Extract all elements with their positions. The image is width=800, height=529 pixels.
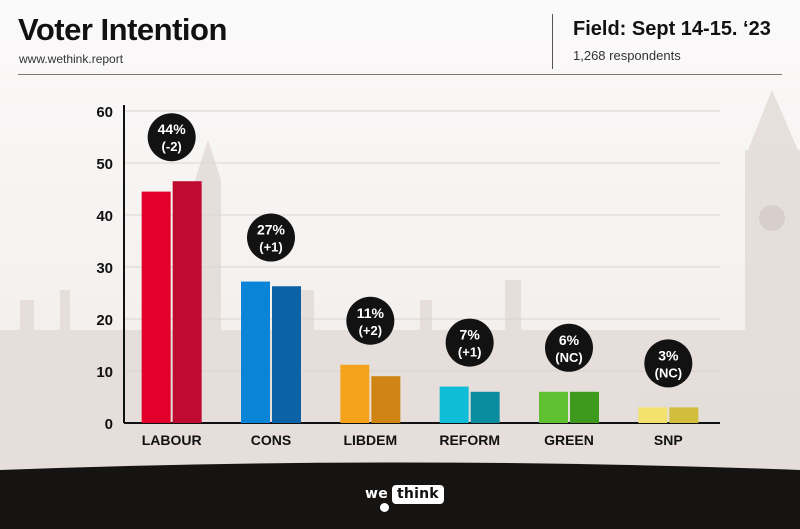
annotation-change: (+1) [458,345,481,360]
annotation-value: 44% [158,121,187,137]
bar-snp-a [638,407,668,423]
bar-libdem-a [340,364,370,423]
y-tick-label: 40 [96,208,113,225]
category-label: LIBDEM [343,432,397,448]
bar-cons-b [272,286,301,423]
annotation-bubble [247,213,295,262]
category-label: CONS [251,432,291,448]
annotation-bubble [147,113,196,162]
bar-reform-a [439,386,469,423]
website-url: www.wethink.report [19,52,124,66]
annotation-change: (-2) [162,139,182,154]
category-label: REFORM [439,432,500,448]
logo-think-text: think [392,484,444,504]
annotation-change: (NC) [555,350,582,365]
category-label: SNP [654,432,683,448]
logo-dot-icon [380,503,389,512]
annotation-bubble [346,296,395,345]
annotation-change: (+2) [359,323,382,338]
bar-libdem-b [371,376,401,423]
y-tick-label: 30 [96,260,113,277]
annotation-change: (NC) [655,365,682,380]
category-label: GREEN [544,432,594,448]
annotation-value: 7% [460,327,481,343]
annotation-value: 6% [559,332,580,348]
y-tick-label: 50 [96,156,113,173]
y-tick-label: 60 [96,104,113,121]
y-tick-label: 0 [105,416,113,433]
bar-green-b [570,391,599,423]
bar-green-a [539,391,568,423]
y-tick-label: 20 [96,312,113,329]
annotation-bubble [445,318,494,367]
y-tick-label: 10 [96,364,113,381]
annotation-bubble [545,323,593,372]
bar-reform-b [470,391,500,423]
category-label: LABOUR [142,432,202,448]
field-dates: Field: Sept 14-15. ‘23 [573,18,771,40]
annotation-value: 27% [257,222,286,238]
bar-labour-b [172,181,202,423]
logo-we-text: we [365,486,389,502]
header-divider [552,14,553,69]
header-rule [18,74,782,75]
annotation-bubble [644,339,693,388]
annotation-value: 3% [658,347,679,363]
page-title: Voter Intention [18,12,227,47]
respondents-count: 1,268 respondents [573,48,681,63]
bar-snp-b [669,407,699,423]
bar-labour-a [141,191,171,423]
annotation-value: 11% [357,305,385,321]
annotation-change: (+1) [259,240,282,255]
wethink-logo: we think [365,484,444,512]
bar-cons-a [241,281,270,423]
